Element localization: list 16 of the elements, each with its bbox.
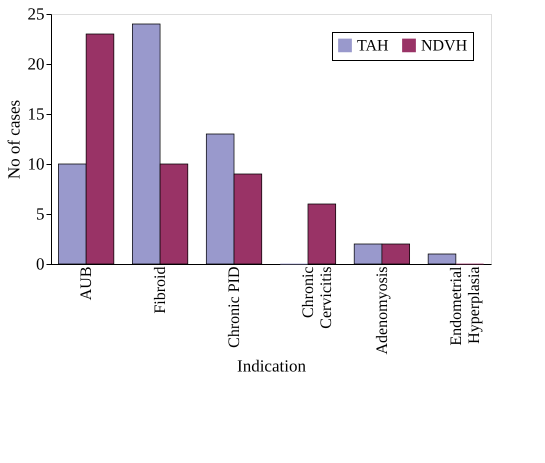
x-tick-label: Chronic Cervicitis [300,266,335,329]
legend-label: NDVH [421,37,468,54]
x-axis-title: Indication [237,356,306,376]
y-tick-label: 25 [28,4,44,24]
y-axis-title: No of cases [4,100,24,180]
x-tick-label: Endometrial Hyperplasia [448,266,483,346]
x-tick-label: Fibroid [152,266,170,314]
x-tick-label: AUB [78,266,96,300]
y-tick-label: 0 [36,254,44,274]
y-tick-label: 10 [28,154,44,174]
x-tick-label: Adenomyosis [374,266,391,354]
legend-label: TAH [357,37,390,54]
y-tick-label: 15 [28,104,44,124]
y-tick-label: 5 [36,204,44,224]
y-tick-label: 20 [28,54,44,74]
x-tick-label: Chronic PID [226,266,244,348]
